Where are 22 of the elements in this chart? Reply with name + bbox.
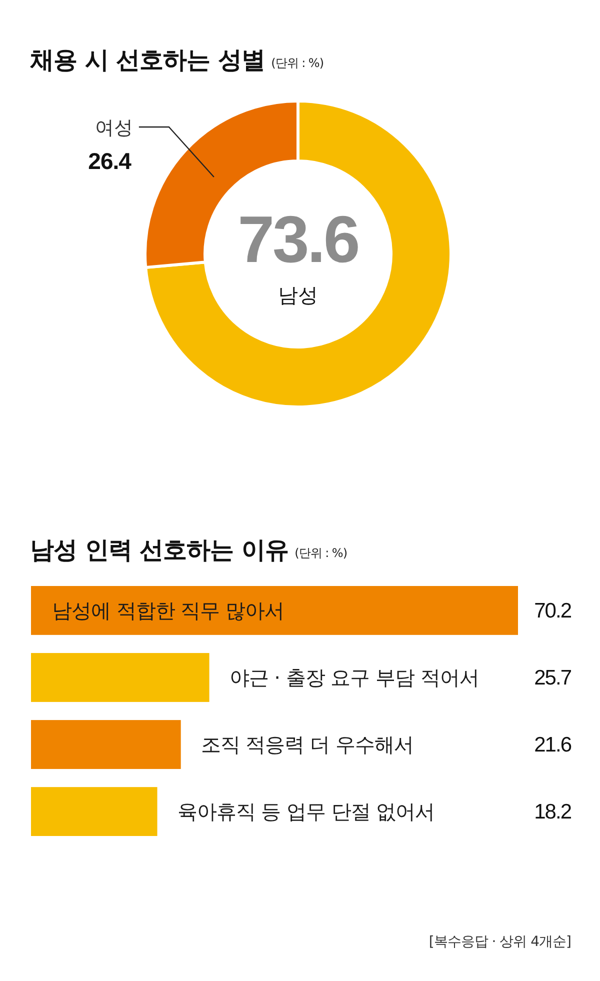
data-label: 73.6	[238, 202, 359, 276]
bar	[31, 586, 518, 635]
y-tick-label: 조직 적응력 더 우수해서	[200, 732, 414, 757]
y-tick-label: 육아휴직 등 업무 단절 없어서	[177, 800, 435, 824]
data-label: 25.7	[534, 666, 572, 690]
y-tick-label: 남성에 적합한 직무 많아서	[52, 598, 284, 622]
donut-slice	[144, 100, 452, 408]
slice-label: 여성	[94, 117, 133, 140]
data-label: 18.2	[534, 800, 572, 824]
data-label: 70.2	[534, 599, 572, 622]
bar	[31, 653, 210, 702]
data-label: 21.6	[534, 734, 572, 757]
text: [복수응답 · 상위 4개순]	[428, 934, 572, 950]
bar	[31, 787, 158, 836]
chart-title: 남성 인력 선호하는 이유	[30, 536, 289, 564]
chart-subtitle: (단위 : %)	[294, 546, 348, 560]
chart-title: 채용 시 선호하는 성별	[30, 46, 266, 74]
y-tick-label: 야근 · 출장 요구 부담 적어서	[229, 665, 479, 690]
slice-label: 남성	[278, 283, 318, 307]
data-label: 26.4	[88, 148, 132, 174]
chart-subtitle: (단위 : %)	[271, 56, 324, 70]
bar	[31, 720, 181, 769]
